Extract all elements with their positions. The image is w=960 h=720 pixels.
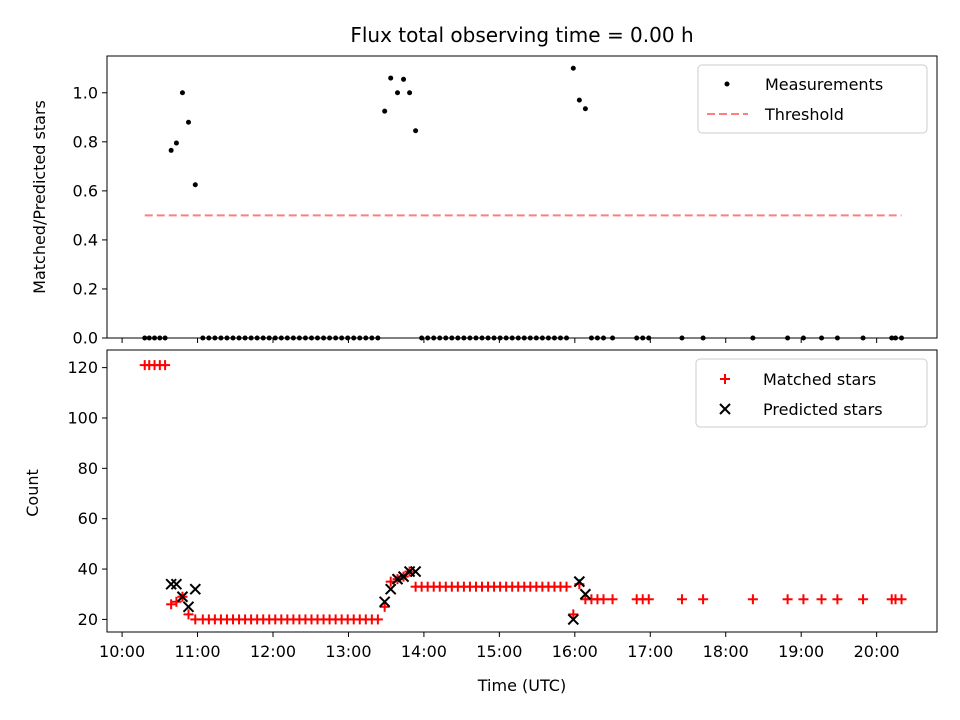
legend-matched-label: Matched stars — [763, 370, 876, 389]
matched-star-point — [643, 594, 654, 605]
predicted-star-point — [176, 591, 189, 603]
measurement-point — [570, 65, 576, 71]
bottom-x-tick-label: 14:00 — [401, 642, 447, 661]
bottom-x-tick-label: 11:00 — [174, 642, 220, 661]
matched-star-point — [379, 601, 390, 612]
bottom-x-tick-label: 17:00 — [627, 642, 673, 661]
top-y-tick-label: 0.4 — [73, 230, 98, 249]
bottom-marks — [139, 360, 907, 626]
measurement-point — [192, 182, 198, 188]
measurement-point — [401, 76, 407, 82]
legend-matched-marker — [720, 374, 730, 384]
bottom-x-tick-label: 10:00 — [99, 642, 145, 661]
top-legend-box — [697, 64, 928, 134]
predicted-star-point — [567, 613, 580, 626]
matched-star-point — [896, 594, 907, 605]
measurement-point — [582, 106, 588, 112]
matched-star-point — [598, 594, 609, 605]
predicted-star-point — [409, 565, 422, 578]
matched-star-point — [747, 594, 758, 605]
predicted-star-point — [182, 601, 195, 613]
bottom-x-tick-label: 12:00 — [250, 642, 296, 661]
matched-star-point — [858, 594, 869, 605]
bottom-y-tick-label: 20 — [78, 610, 98, 629]
bottom-y-axis-label: Count — [23, 469, 42, 517]
predicted-star-point — [385, 583, 397, 595]
matched-star-point — [568, 609, 579, 620]
legend-predicted-label: Predicted stars — [763, 400, 883, 419]
top-y-tick-label: 0.8 — [73, 132, 98, 151]
matched-star-point — [160, 360, 171, 371]
bottom-y-tick-label: 100 — [67, 408, 98, 427]
bottom-legend: Matched stars Predicted stars — [695, 358, 928, 428]
legend-predicted-marker — [719, 403, 731, 415]
bottom-y-ticks: 20 40 60 80 100 120 — [67, 358, 107, 629]
matched-star-point — [166, 599, 177, 610]
matched-star-point — [798, 594, 809, 605]
bottom-legend-box — [695, 358, 928, 428]
legend-threshold-label: Threshold — [764, 105, 844, 124]
matched-star-point — [561, 581, 572, 592]
bottom-x-tick-label: 15:00 — [476, 642, 522, 661]
predicted-star-point — [391, 573, 404, 585]
measurement-point — [576, 97, 582, 103]
top-x-ticks — [121, 338, 878, 343]
bottom-x-tick-label: 18:00 — [703, 642, 749, 661]
bottom-axes-frame — [106, 349, 938, 633]
top-axes-frame — [106, 55, 938, 339]
measurement-point — [185, 119, 191, 125]
measurement-point — [395, 90, 400, 96]
predicted-star-point — [189, 583, 201, 595]
predicted-star-point — [170, 578, 183, 590]
measurement-point — [168, 147, 174, 153]
bottom-x-tick-label: 13:00 — [325, 642, 371, 661]
top-y-tick-label: 1.0 — [73, 83, 98, 102]
legend-measurements-label: Measurements — [765, 75, 883, 94]
matched-star-point — [607, 594, 618, 605]
top-y-tick-label: 0.6 — [73, 181, 98, 200]
bottom-y-tick-label: 80 — [78, 459, 98, 478]
top-panel: Flux total observing time = 0.00 h 0.00.… — [30, 23, 938, 348]
top-title: Flux total observing time = 0.00 h — [350, 23, 693, 47]
bottom-x-tick-label: 20:00 — [854, 642, 900, 661]
bottom-y-tick-label: 40 — [78, 560, 98, 579]
measurement-point — [388, 75, 394, 81]
matched-star-point — [183, 609, 194, 620]
bottom-x-axis-label: Time (UTC) — [477, 676, 566, 695]
top-y-ticks: 0.0 0.2 0.4 0.6 0.8 1.0 — [73, 83, 107, 348]
matched-star-point — [171, 596, 182, 607]
top-legend: Measurements Threshold — [697, 64, 928, 134]
matched-star-point — [832, 594, 843, 605]
bottom-x-tick-label: 19:00 — [778, 642, 824, 661]
bottom-panel: 20 40 60 80 100 120 10:00 11:00 12:00 13:00 14:00… — [23, 349, 938, 695]
legend-measurements-marker — [724, 81, 730, 87]
bottom-x-ticks: 10:00 11:00 12:00 13:00 14:00 15:00 16:00 17:00… — [99, 632, 900, 661]
predicted-star-point — [378, 596, 391, 608]
measurement-point — [173, 140, 179, 146]
bottom-y-tick-label: 120 — [67, 358, 98, 377]
matched-star-point — [816, 594, 827, 605]
bottom-x-tick-label: 16:00 — [552, 642, 598, 661]
predicted-star-point — [573, 575, 586, 588]
top-y-tick-label: 0.0 — [73, 329, 98, 348]
predicted-star-point — [579, 588, 592, 600]
matched-star-point — [782, 594, 793, 605]
matched-star-point — [698, 594, 709, 605]
top-y-axis-label: Matched/Predicted stars — [30, 100, 49, 294]
measurement-point — [413, 128, 419, 134]
top-y-tick-label: 0.2 — [73, 279, 98, 298]
matched-star-point — [676, 594, 687, 605]
matched-star-point — [372, 614, 383, 625]
bottom-y-tick-label: 60 — [78, 509, 98, 528]
measurement-point — [382, 108, 388, 114]
measurement-point — [407, 90, 413, 96]
measurement-point — [179, 90, 185, 96]
